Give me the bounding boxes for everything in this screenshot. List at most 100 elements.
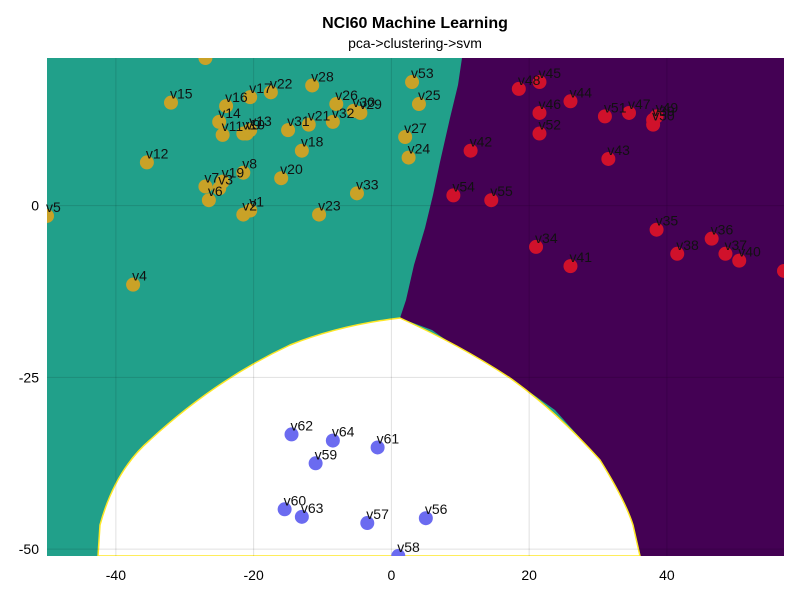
data-point xyxy=(305,78,320,93)
data-point xyxy=(243,123,258,138)
data-point xyxy=(532,105,547,120)
y-tick-label: -50 xyxy=(19,541,39,557)
data-point xyxy=(294,509,309,524)
data-point xyxy=(446,188,461,203)
point-label: v64 xyxy=(332,424,355,440)
data-point xyxy=(484,193,499,208)
data-point xyxy=(670,246,685,261)
chart-subtitle: pca->clustering->svm xyxy=(348,35,482,51)
point-label: v22 xyxy=(270,75,293,91)
plot-area xyxy=(47,58,784,556)
data-point xyxy=(284,427,299,442)
data-point xyxy=(529,239,544,254)
data-point xyxy=(243,90,258,105)
point-label: v42 xyxy=(470,134,493,150)
point-label: v50 xyxy=(652,108,675,124)
point-label: v16 xyxy=(225,89,248,105)
data-point xyxy=(139,155,154,170)
data-point xyxy=(263,85,278,100)
marks xyxy=(47,58,784,556)
x-tick-label: -40 xyxy=(106,567,126,583)
point-label: v2 xyxy=(242,198,257,214)
point-label: v7 xyxy=(204,169,219,185)
data-point xyxy=(511,81,526,96)
data-point xyxy=(294,143,309,158)
point-label: v19 xyxy=(222,165,245,181)
point-label: v53 xyxy=(411,65,434,81)
x-tick-label: 40 xyxy=(659,567,675,583)
point-label: v3 xyxy=(218,172,233,188)
point-label: v6 xyxy=(208,183,223,199)
point-label: v55 xyxy=(490,183,513,199)
data-point xyxy=(346,103,361,118)
point-label: v39 xyxy=(652,103,675,119)
point-label: v63 xyxy=(301,500,324,516)
data-point xyxy=(649,222,664,237)
data-point xyxy=(398,129,413,144)
point-label: v29 xyxy=(359,96,382,112)
point-label: v60 xyxy=(284,492,307,508)
data-point xyxy=(532,126,547,141)
point-label: v62 xyxy=(291,417,314,433)
point-label: v38 xyxy=(676,237,699,253)
point-label: v23 xyxy=(318,198,341,214)
y-tick-label: 0 xyxy=(31,198,39,214)
data-point xyxy=(236,165,251,180)
point-label: v31 xyxy=(287,113,310,129)
data-point xyxy=(308,456,323,471)
point-label: v1 xyxy=(249,193,264,209)
data-point xyxy=(274,171,289,186)
data-point xyxy=(312,207,327,222)
data-point xyxy=(732,253,747,268)
point-label: v37 xyxy=(724,237,747,253)
point-label: v20 xyxy=(280,161,303,177)
data-point xyxy=(391,549,406,556)
point-label: v10 xyxy=(242,117,265,133)
point-label: v12 xyxy=(146,145,169,161)
data-point xyxy=(646,117,661,132)
point-label: v48 xyxy=(518,72,541,88)
point-label: v52 xyxy=(538,117,561,133)
point-label: v44 xyxy=(569,84,592,100)
point-label: v27 xyxy=(404,120,427,136)
data-point xyxy=(370,440,385,455)
point-label: v58 xyxy=(397,539,420,555)
data-point xyxy=(401,150,416,165)
point-label: v11 xyxy=(222,118,244,134)
point-label: v8 xyxy=(242,156,257,172)
point-label: v43 xyxy=(607,142,630,158)
data-point xyxy=(325,114,340,129)
point-label: v32 xyxy=(332,105,355,121)
point-label: v9 xyxy=(246,117,261,133)
point-label: v59 xyxy=(315,446,338,462)
point-label: v17 xyxy=(249,80,272,96)
point-label: v28 xyxy=(311,68,334,84)
data-point xyxy=(277,502,292,517)
point-label: v25 xyxy=(418,87,441,103)
point-label: v36 xyxy=(711,222,734,238)
point-label: v35 xyxy=(656,213,679,229)
data-point xyxy=(236,207,251,222)
point-label: v26 xyxy=(335,87,358,103)
data-point xyxy=(201,193,216,208)
point-label: v15 xyxy=(170,86,193,102)
data-point xyxy=(47,208,54,223)
point-label: v40 xyxy=(738,244,761,260)
data-point xyxy=(163,95,178,110)
x-tick-label: 0 xyxy=(387,567,395,583)
data-point xyxy=(198,179,213,194)
point-label: v41 xyxy=(569,249,592,265)
x-tick-label: 20 xyxy=(521,567,537,583)
data-point xyxy=(325,433,340,448)
data-point xyxy=(597,109,612,124)
gridlines xyxy=(47,58,784,556)
data-point xyxy=(563,94,578,109)
data-point xyxy=(405,75,420,90)
point-label: v54 xyxy=(452,178,475,194)
tick-labels: -40 -20 0 20 40 0 -25 -50 xyxy=(19,198,675,583)
data-point xyxy=(198,58,213,65)
point-label: v45 xyxy=(538,65,561,81)
data-point xyxy=(360,516,375,531)
data-point xyxy=(349,186,364,201)
data-point xyxy=(418,511,433,526)
